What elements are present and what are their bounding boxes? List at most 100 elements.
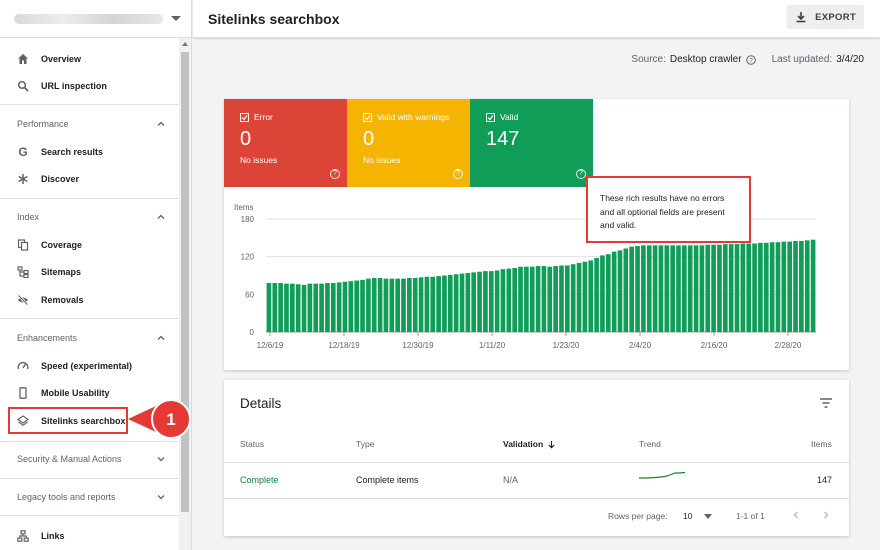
chart-bar (360, 279, 365, 332)
chart-bar (746, 243, 752, 332)
section-enhancements[interactable]: Enhancements (0, 328, 180, 348)
sidebar-item-removals[interactable]: Removals (0, 286, 180, 313)
rows-per-page-label: Rows per page: (608, 511, 668, 521)
layers-icon (17, 414, 29, 427)
chart-bar (541, 266, 547, 332)
step-callout-badge: 1 (128, 399, 191, 439)
updated-value: 3/4/20 (836, 54, 864, 65)
chart-bar (313, 283, 319, 332)
column-header-type[interactable]: Type (356, 439, 375, 449)
tile-label: Error (254, 112, 273, 122)
links-icon (17, 529, 29, 542)
chart-bar (775, 242, 781, 332)
chevron-left-icon[interactable] (791, 510, 801, 520)
help-icon[interactable]: ? (576, 169, 586, 179)
chart-bar (401, 278, 406, 332)
section-label: Enhancements (17, 333, 78, 343)
chevron-right-icon[interactable] (821, 510, 831, 520)
chart-bar (652, 245, 658, 332)
tile-count: 0 (363, 128, 375, 150)
sidebar-item-coverage[interactable]: Coverage (0, 231, 180, 258)
sidebar-item-sitelinks-searchbox[interactable]: Sitelinks searchbox (0, 407, 180, 434)
callout-number: 1 (166, 410, 175, 429)
y-tick-label: 60 (245, 290, 254, 299)
chart-bar (395, 278, 400, 332)
chart-bar (705, 244, 711, 332)
scrollbar-thumb[interactable] (181, 52, 189, 512)
sidebar-item-label: Search results (41, 146, 104, 157)
chart-bar (787, 241, 792, 332)
section-performance[interactable]: Performance (0, 114, 180, 134)
chart-bar (325, 283, 330, 332)
sidebar-item-mobile-usability[interactable]: Mobile Usability (0, 379, 180, 406)
sidebar-item-search-results[interactable]: G Search results (0, 138, 180, 165)
sidebar-item-label: Sitemaps (41, 266, 82, 277)
rows-per-page-value: 10 (683, 511, 693, 521)
row-status[interactable]: Complete (240, 475, 279, 485)
sidebar-item-discover[interactable]: Discover (0, 165, 180, 192)
sidebar-scrollbar[interactable] (179, 38, 191, 550)
export-button[interactable]: EXPORT (787, 5, 864, 29)
chart-bar (383, 278, 389, 332)
section-legacy[interactable]: Legacy tools and reports (0, 487, 180, 507)
chart-bar (389, 278, 395, 332)
download-icon (796, 12, 806, 23)
row-type[interactable]: Complete items (356, 475, 419, 485)
eye-off-icon (17, 294, 29, 306)
chart-bar (290, 283, 295, 332)
help-icon[interactable]: ? (745, 54, 756, 65)
chart-bar (483, 271, 488, 332)
source-value: Desktop crawler (669, 54, 742, 65)
chart-bar (664, 245, 670, 332)
error-tile[interactable]: Error 0 No issues ? (224, 99, 347, 187)
column-header-status[interactable]: Status (240, 439, 265, 449)
rows-per-page-select[interactable]: 10 (683, 511, 713, 521)
property-selector[interactable] (0, 0, 191, 38)
help-icon[interactable]: ? (453, 169, 463, 179)
x-tick-label: 2/16/20 (701, 341, 728, 350)
tooltip-line: and all optional fields are present (600, 206, 725, 217)
chart-bar (629, 246, 635, 332)
sidebar-item-sitemaps[interactable]: Sitemaps (0, 258, 180, 285)
home-icon (17, 53, 29, 65)
copy-pages-icon (17, 238, 29, 251)
chart-bar (319, 283, 324, 332)
column-header-trend[interactable]: Trend (639, 439, 661, 449)
chart-bar (711, 244, 716, 332)
warnings-tile[interactable]: Valid with warnings 0 No issues ? (347, 99, 470, 187)
sidebar-item-label: Removals (41, 294, 84, 305)
chart-bar (447, 274, 453, 332)
column-header-items[interactable]: Items (811, 439, 832, 449)
section-security[interactable]: Security & Manual Actions (0, 449, 180, 469)
chart-bar (518, 266, 523, 332)
page-title: Sitelinks searchbox (208, 10, 340, 27)
chart-bar (559, 265, 564, 332)
chart-bar (641, 245, 646, 332)
chart-bar (266, 283, 272, 332)
scroll-up-arrow-icon[interactable] (182, 42, 188, 46)
tile-count: 0 (240, 128, 252, 150)
chart-bar (547, 266, 553, 332)
chevron-down-icon (157, 457, 165, 462)
section-index[interactable]: Index (0, 207, 180, 227)
chart-bar (488, 271, 494, 332)
sidebar-item-label: Speed (experimental) (41, 360, 133, 371)
sidebar-item-overview[interactable]: Overview (0, 45, 180, 72)
sidebar-item-links[interactable]: Links (0, 522, 180, 549)
checkbox-checked-icon[interactable] (363, 112, 372, 122)
checkbox-checked-icon[interactable] (486, 112, 495, 122)
sidebar-item-url-inspection[interactable]: URL inspection (0, 72, 180, 99)
help-icon[interactable]: ? (330, 169, 340, 179)
divider (0, 318, 180, 319)
column-header-validation[interactable]: Validation (503, 439, 556, 449)
google-g-icon: G (18, 144, 28, 159)
filter-icon[interactable] (819, 396, 833, 410)
x-tick-label: 12/6/19 (257, 341, 284, 350)
y-tick-label: 0 (250, 328, 255, 337)
chart-bar (307, 283, 313, 332)
sidebar-item-speed[interactable]: Speed (experimental) (0, 352, 180, 379)
y-axis-label: Items (234, 203, 254, 212)
chart-bar (442, 275, 447, 332)
checkbox-checked-icon[interactable] (240, 112, 249, 122)
valid-tile[interactable]: Valid 147 ? (470, 99, 593, 187)
